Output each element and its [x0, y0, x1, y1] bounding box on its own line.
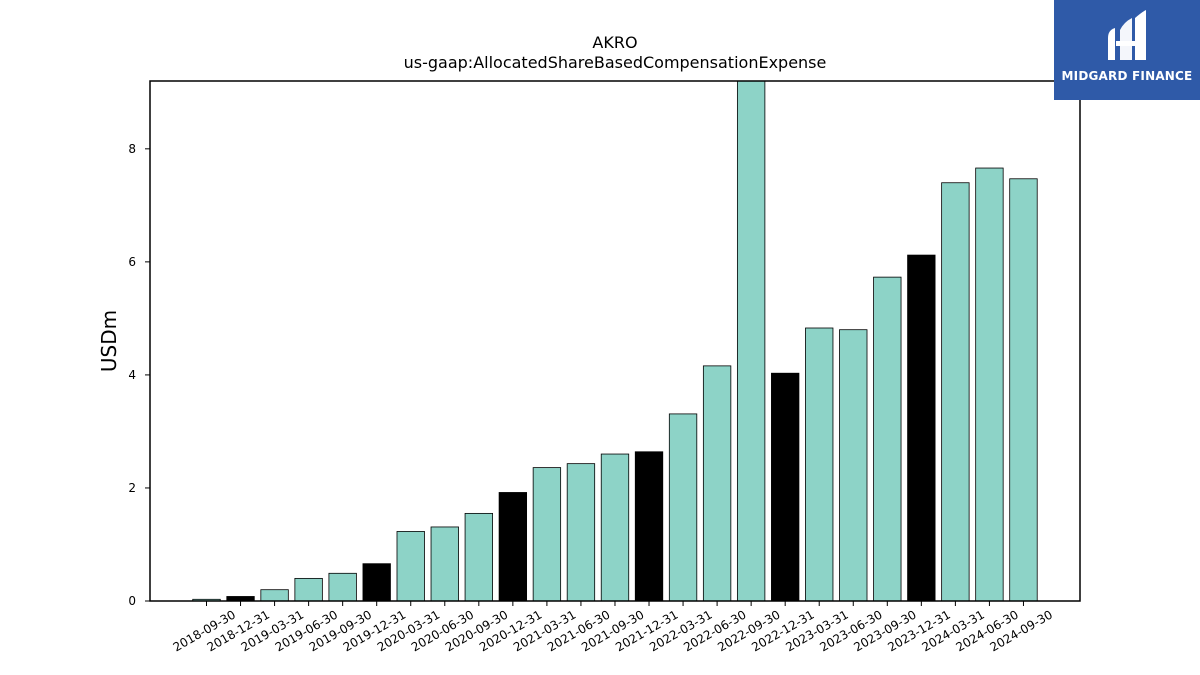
bar-2023-03-31 — [805, 327, 834, 602]
bar-2019-12-31 — [362, 563, 391, 602]
bar-2024-06-30 — [975, 167, 1004, 602]
y-tick-label: 2 — [128, 481, 136, 495]
y-axis-label: USDm — [97, 310, 121, 372]
y-tick-label: 8 — [128, 142, 136, 156]
y-tick-label: 0 — [128, 594, 136, 608]
x-axis-ticks: 2018-09-302018-12-312019-03-312019-06-30… — [171, 601, 1055, 654]
bar-2022-03-31 — [668, 413, 698, 602]
bar-2023-12-31 — [907, 254, 936, 602]
chart-subtitle: us-gaap:AllocatedShareBasedCompensationE… — [404, 53, 827, 72]
plot-frame — [149, 80, 1081, 602]
bar-2020-12-31 — [498, 492, 528, 602]
logo-text: MIDGARD FINANCE — [1061, 69, 1193, 83]
bar-2022-09-30 — [736, 80, 766, 602]
bars-group — [192, 80, 1038, 602]
bar-2023-09-30 — [873, 276, 902, 602]
bar-2019-06-30 — [294, 577, 323, 602]
bar-2021-03-31 — [532, 467, 562, 602]
bar-2019-09-30 — [328, 572, 357, 602]
bar-2024-09-30 — [1009, 178, 1038, 602]
bar-2020-09-30 — [464, 512, 493, 602]
chart-title: AKRO — [592, 33, 637, 52]
logo-mark-icon — [1108, 10, 1146, 60]
bar-2023-06-30 — [839, 329, 868, 602]
y-tick-label: 4 — [128, 368, 136, 382]
bar-2020-06-30 — [430, 526, 459, 602]
bar-2019-03-31 — [260, 589, 289, 602]
midgard-finance-logo: MIDGARD FINANCE — [1054, 0, 1200, 100]
bar-2020-03-31 — [396, 531, 425, 602]
y-axis-ticks: 0 2 4 6 8 — [128, 142, 150, 608]
bar-2022-06-30 — [702, 365, 732, 602]
bar-2022-12-31 — [771, 372, 800, 602]
bar-2021-06-30 — [566, 463, 596, 602]
bar-2021-09-30 — [600, 453, 630, 602]
y-tick-label: 6 — [128, 255, 136, 269]
bar-2021-12-31 — [634, 451, 664, 602]
bar-2024-03-31 — [941, 182, 970, 602]
